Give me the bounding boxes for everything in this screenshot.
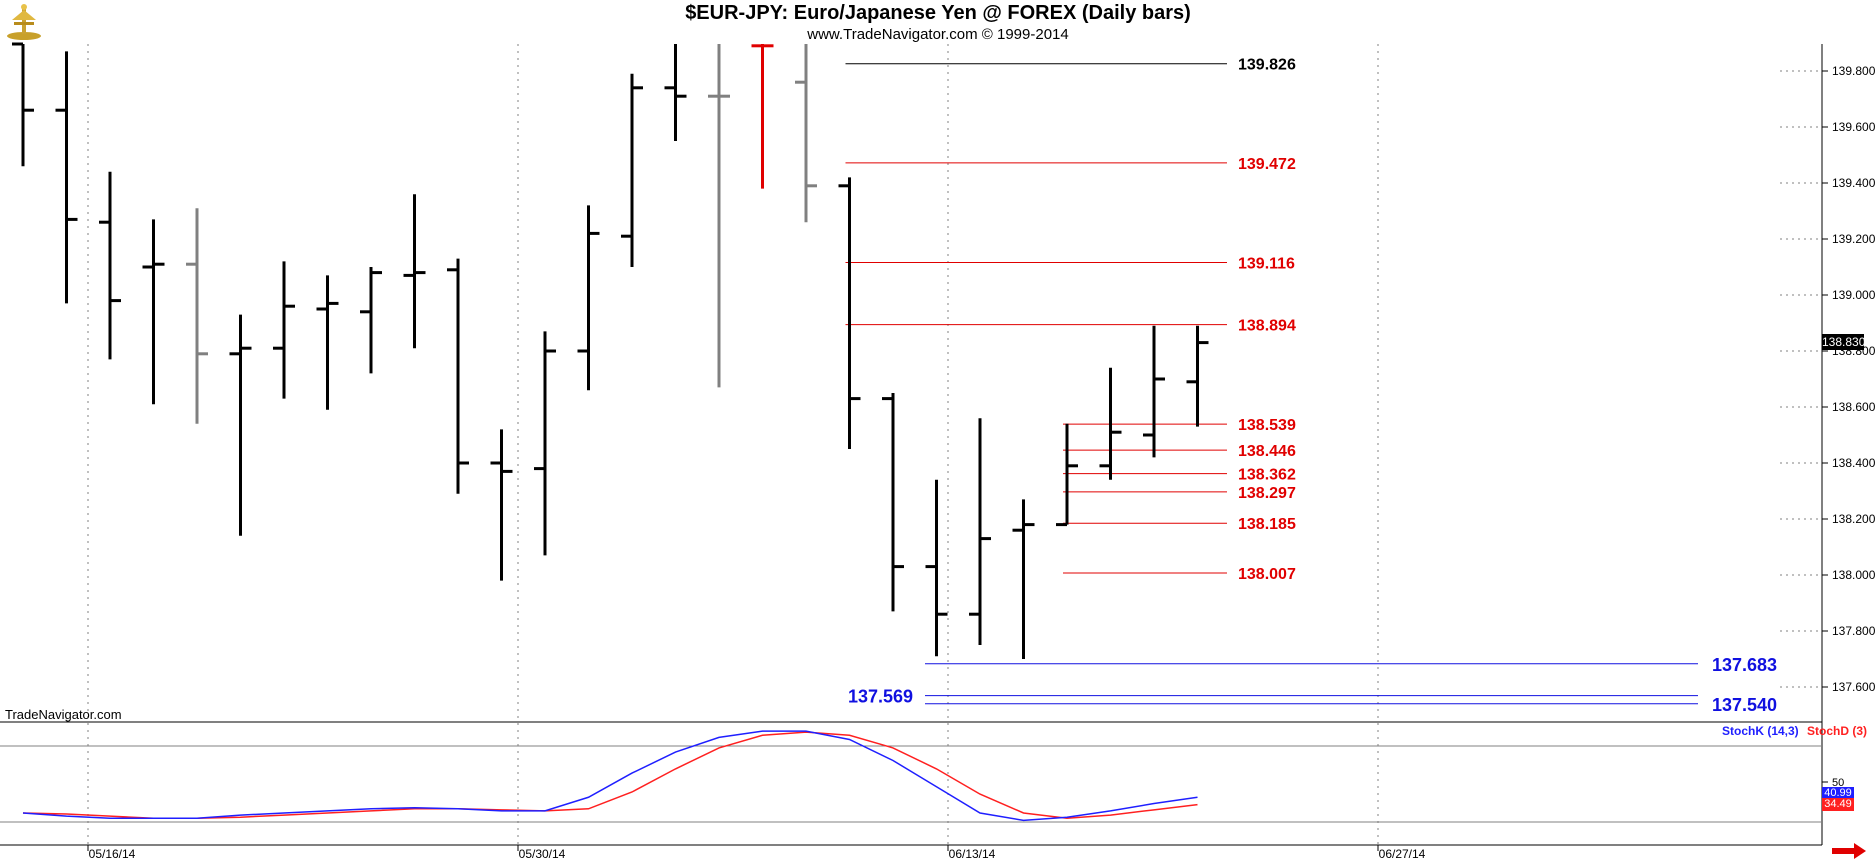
date-tick-label: 06/13/14 [949, 847, 996, 861]
price-tick-label: 138.000 [1832, 568, 1876, 582]
stoch-d-legend: StochD (3) [1807, 724, 1867, 738]
fib-level-label: 138.185 [1238, 516, 1296, 533]
price-tick-label: 139.200 [1832, 232, 1876, 246]
price-tick-label: 137.800 [1832, 624, 1876, 638]
chart-subtitle: www.TradeNavigator.com © 1999-2014 [807, 26, 1069, 43]
fib-level-label: 138.894 [1238, 318, 1296, 335]
fib-level-label: 138.297 [1238, 485, 1296, 502]
fib-level-label: 138.539 [1238, 417, 1296, 434]
target-label: 137.683 [1712, 655, 1777, 675]
target-label: 137.569 [848, 687, 913, 707]
fib-level-label: 138.362 [1238, 467, 1296, 484]
price-tick-label: 139.600 [1832, 120, 1876, 134]
fib-level-label: 139.826 [1238, 57, 1296, 74]
fib-level-label: 138.007 [1238, 566, 1296, 583]
stoch-k-line [22, 730, 1198, 822]
chart-title: $EUR-JPY: Euro/Japanese Yen @ FOREX (Dai… [685, 2, 1191, 24]
date-tick-label: 06/27/14 [1379, 847, 1426, 861]
stoch-level-label: 50 [1832, 777, 1844, 789]
last-price-tag: 138.830 [1822, 334, 1866, 350]
price-tick-label: 137.600 [1832, 680, 1876, 694]
price-axis: 05/16/14 05/30/14 06/13/14 06/27/14 137.600 1… [0, 44, 1876, 861]
stochastics-panel: 50 [0, 730, 1844, 823]
fib-level-label: 138.446 [1238, 443, 1296, 460]
tradenavigator-logo-icon [7, 4, 41, 40]
price-tick-label: 138.200 [1832, 512, 1876, 526]
price-tick-label: 138.400 [1832, 456, 1876, 470]
stoch-k-legend: StochK (14,3) [1722, 724, 1799, 738]
stoch-d-value-tag: 34.49 [1822, 798, 1854, 811]
price-tick-label: 138.600 [1832, 400, 1876, 414]
date-tick-label: 05/30/14 [519, 847, 566, 861]
chart-grid [87, 44, 1822, 845]
scroll-right-arrow-icon[interactable] [1832, 843, 1868, 859]
watermark: TradeNavigator.com [5, 707, 122, 722]
price-tick-label: 139.400 [1832, 176, 1876, 190]
price-tick-label: 139.000 [1832, 288, 1876, 302]
date-tick-label: 05/16/14 [89, 847, 136, 861]
ohlc-bars [12, 42, 1209, 659]
stoch-d-line [22, 731, 1198, 820]
target-label: 137.540 [1712, 695, 1777, 715]
fibonacci-levels: 139.826 139.472 139.116 138.894 138.539 138.4… [845, 57, 1777, 715]
stoch-k-value-tag: 40.99 [1822, 787, 1854, 800]
fib-level-label: 139.472 [1238, 156, 1296, 173]
price-tick-label: 139.800 [1832, 64, 1876, 78]
fib-level-label: 139.116 [1238, 256, 1295, 273]
